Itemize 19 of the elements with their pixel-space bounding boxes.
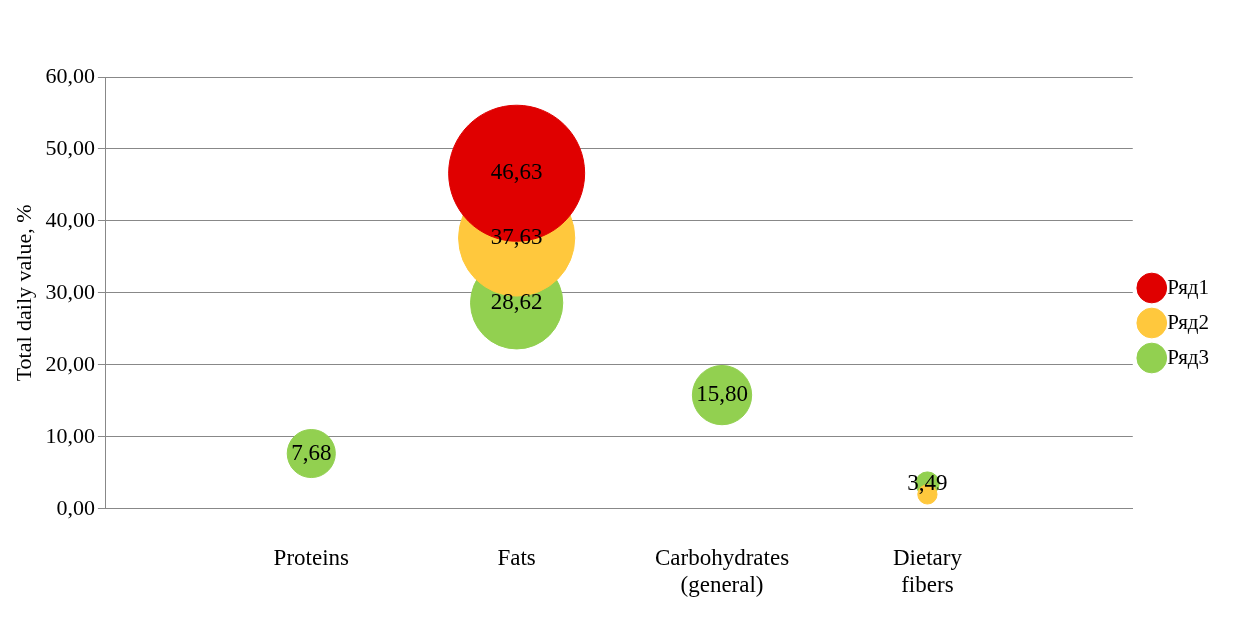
y-tick-label: 60,00 [45,62,95,88]
data-label: 15,80 [696,381,748,407]
y-tick-label: 50,00 [45,134,95,160]
x-tick-label: Proteins [273,544,350,570]
legend-label: Ряд1 [1167,274,1210,299]
data-label: 28,62 [490,288,543,314]
y-tick-label: 30,00 [45,278,95,304]
x-tick-label: Carbohydrates (general) [654,544,790,598]
legend-label: Ряд2 [1167,309,1210,334]
x-tick-label: Dietary fibers [892,544,963,598]
y-tick-label: 0,00 [56,494,95,520]
y-tick-label: 40,00 [45,206,95,232]
x-tick-label: Fats [497,544,536,570]
data-label: 46,63 [490,159,543,185]
y-tick-label: 20,00 [45,350,95,376]
y-axis-title: Total daily value, % [10,204,36,382]
data-label: 7,68 [291,439,332,465]
y-tick-label: 10,00 [45,422,95,448]
legend-label: Ряд3 [1167,344,1210,369]
